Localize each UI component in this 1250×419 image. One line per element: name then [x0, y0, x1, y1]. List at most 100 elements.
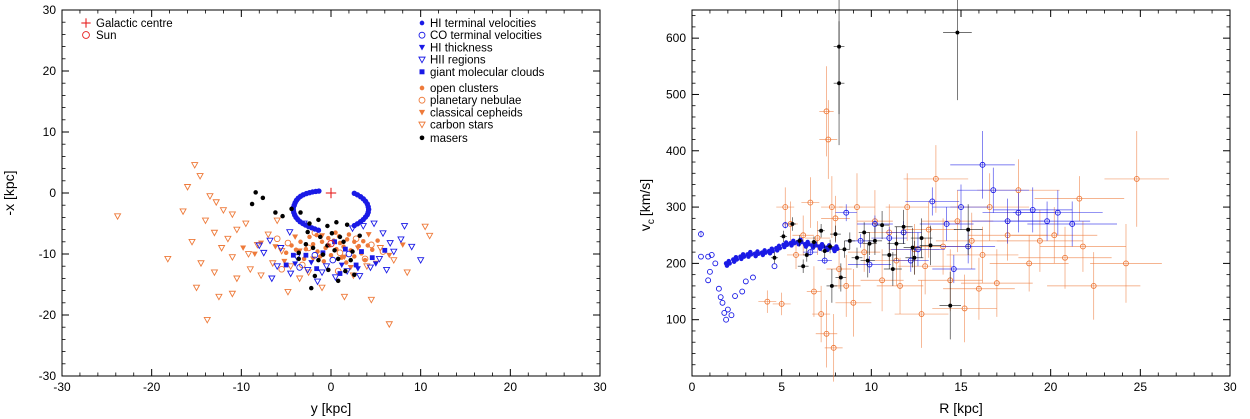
legend-marker	[419, 20, 425, 26]
data-point	[224, 235, 232, 243]
data-point	[822, 249, 827, 253]
data-point	[375, 238, 380, 243]
data-point	[928, 243, 933, 248]
data-point	[295, 275, 304, 283]
legend-label: planetary nebulae	[430, 95, 521, 107]
data-point	[355, 273, 364, 280]
data-point	[326, 267, 331, 273]
data-point	[918, 311, 925, 317]
data-point	[866, 261, 873, 268]
data-point	[196, 173, 204, 180]
data-point	[305, 229, 310, 235]
data-point	[322, 263, 331, 271]
data-point	[880, 223, 885, 228]
data-point	[1036, 237, 1043, 244]
data-point	[828, 244, 833, 249]
data-point	[362, 257, 368, 263]
x-tick-label: 30	[593, 380, 607, 394]
data-point	[732, 293, 738, 299]
data-point	[862, 230, 867, 235]
data-point	[811, 240, 816, 244]
data-point	[307, 221, 312, 226]
data-point	[1054, 209, 1061, 216]
data-point	[332, 239, 337, 245]
data-point	[273, 235, 281, 243]
data-point	[976, 285, 982, 292]
legend-marker	[419, 85, 425, 91]
data-point	[210, 269, 219, 277]
data-point	[228, 211, 237, 219]
data-point	[336, 249, 344, 257]
band-point	[777, 245, 783, 251]
data-point	[836, 266, 842, 272]
data-point	[203, 317, 212, 324]
data-point	[764, 298, 771, 305]
band-point	[756, 251, 761, 257]
y-tick-label: -20	[39, 308, 57, 322]
data-point	[192, 284, 201, 292]
data-point	[838, 275, 843, 280]
data-point	[367, 296, 376, 304]
data-point	[251, 251, 258, 257]
data-point	[698, 253, 704, 260]
data-point	[307, 234, 312, 240]
data-point	[210, 229, 219, 237]
series-carbon-stars	[113, 162, 434, 329]
series-giant-molecular-clouds	[283, 239, 388, 276]
data-point	[333, 230, 338, 235]
band-point	[770, 248, 775, 254]
data-point	[242, 220, 250, 228]
data-point	[240, 245, 247, 251]
data-point	[719, 299, 726, 306]
data-point	[206, 193, 214, 200]
data-point	[705, 253, 712, 260]
data-point	[397, 236, 405, 244]
data-point	[818, 311, 825, 317]
data-point	[375, 256, 384, 263]
band-point	[791, 240, 797, 246]
data-point	[257, 272, 265, 280]
data-point	[343, 260, 349, 265]
svg-text:vc[km/s]: vc [km/s]	[637, 179, 657, 231]
right-chart: 0 5 10 15 20 25 30 100 200 300 400 500 600 R [kpc] v…	[637, 0, 1237, 416]
data-point	[782, 204, 789, 210]
y-tick-label: 500	[666, 87, 686, 101]
series-HII-regions	[255, 220, 425, 286]
data-point	[708, 252, 715, 258]
data-point	[260, 195, 266, 201]
data-point	[253, 241, 262, 249]
data-point	[357, 233, 362, 238]
data-point	[801, 264, 806, 269]
data-point	[705, 277, 712, 284]
data-point	[316, 188, 322, 194]
data-point	[344, 237, 350, 242]
x-tick-label: -20	[143, 380, 161, 394]
data-point	[179, 208, 187, 216]
data-point	[739, 288, 746, 295]
data-point	[281, 258, 288, 265]
right-blue-band	[723, 237, 840, 268]
right-blue-series	[698, 131, 1118, 323]
data-point	[303, 241, 309, 247]
data-point	[296, 264, 303, 271]
y-tick-label: 0	[49, 186, 56, 200]
data-point	[164, 256, 172, 263]
data-point	[215, 293, 223, 301]
right-x-axis-label: R [kpc]	[939, 400, 983, 416]
legend-marker	[418, 96, 426, 104]
data-point	[289, 206, 294, 212]
data-point	[825, 136, 832, 143]
sun-marker	[327, 239, 335, 248]
data-point	[724, 306, 731, 313]
data-point	[325, 243, 330, 248]
data-point	[715, 285, 722, 292]
data-point	[343, 268, 348, 274]
data-point	[842, 247, 847, 252]
data-point	[190, 162, 199, 169]
data-point	[312, 273, 318, 279]
data-point	[310, 241, 316, 247]
data-point	[277, 245, 285, 252]
x-tick-label: -10	[233, 380, 251, 394]
data-point	[407, 243, 416, 251]
data-point	[296, 250, 301, 256]
